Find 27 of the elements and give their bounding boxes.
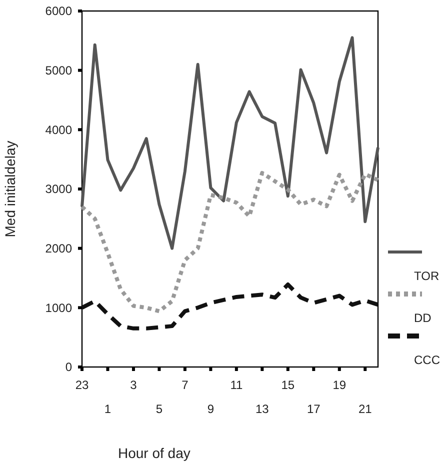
x-axis-title: Hour of day [118, 445, 190, 461]
x-tick-label: 7 [182, 378, 189, 392]
text: CCC [414, 353, 440, 367]
x-tick-label: 21 [358, 402, 372, 416]
y-tick-label: 3000 [45, 182, 72, 196]
x-tick-label: 9 [207, 402, 214, 416]
x-tick-label: 23 [75, 378, 89, 392]
line-series [80, 170, 380, 314]
y-tick-label: 1000 [45, 300, 72, 315]
x-tick-label: 15 [281, 378, 295, 392]
x-tick-label: 3 [130, 378, 138, 392]
x-tick-label: 13 [255, 402, 270, 416]
x-tick-label: 19 [332, 378, 346, 392]
x-tick-label: 5 [156, 402, 163, 416]
x-tick-label: 1 [104, 402, 112, 416]
y-tick-label: 0 [65, 360, 72, 374]
x-tick-label: 17 [306, 402, 321, 416]
y-axis-title: Med initialdelay [2, 140, 18, 238]
line-series [80, 36, 380, 250]
y-tick-label: 2000 [45, 242, 72, 256]
text: DD [414, 311, 432, 325]
x-tick-label: 11 [230, 378, 243, 392]
y-tick-label: 4000 [45, 122, 72, 137]
text: TOR [414, 269, 440, 283]
y-tick-label: 6000 [45, 4, 72, 18]
line-series [80, 282, 380, 330]
y-tick-label: 5000 [45, 64, 72, 78]
